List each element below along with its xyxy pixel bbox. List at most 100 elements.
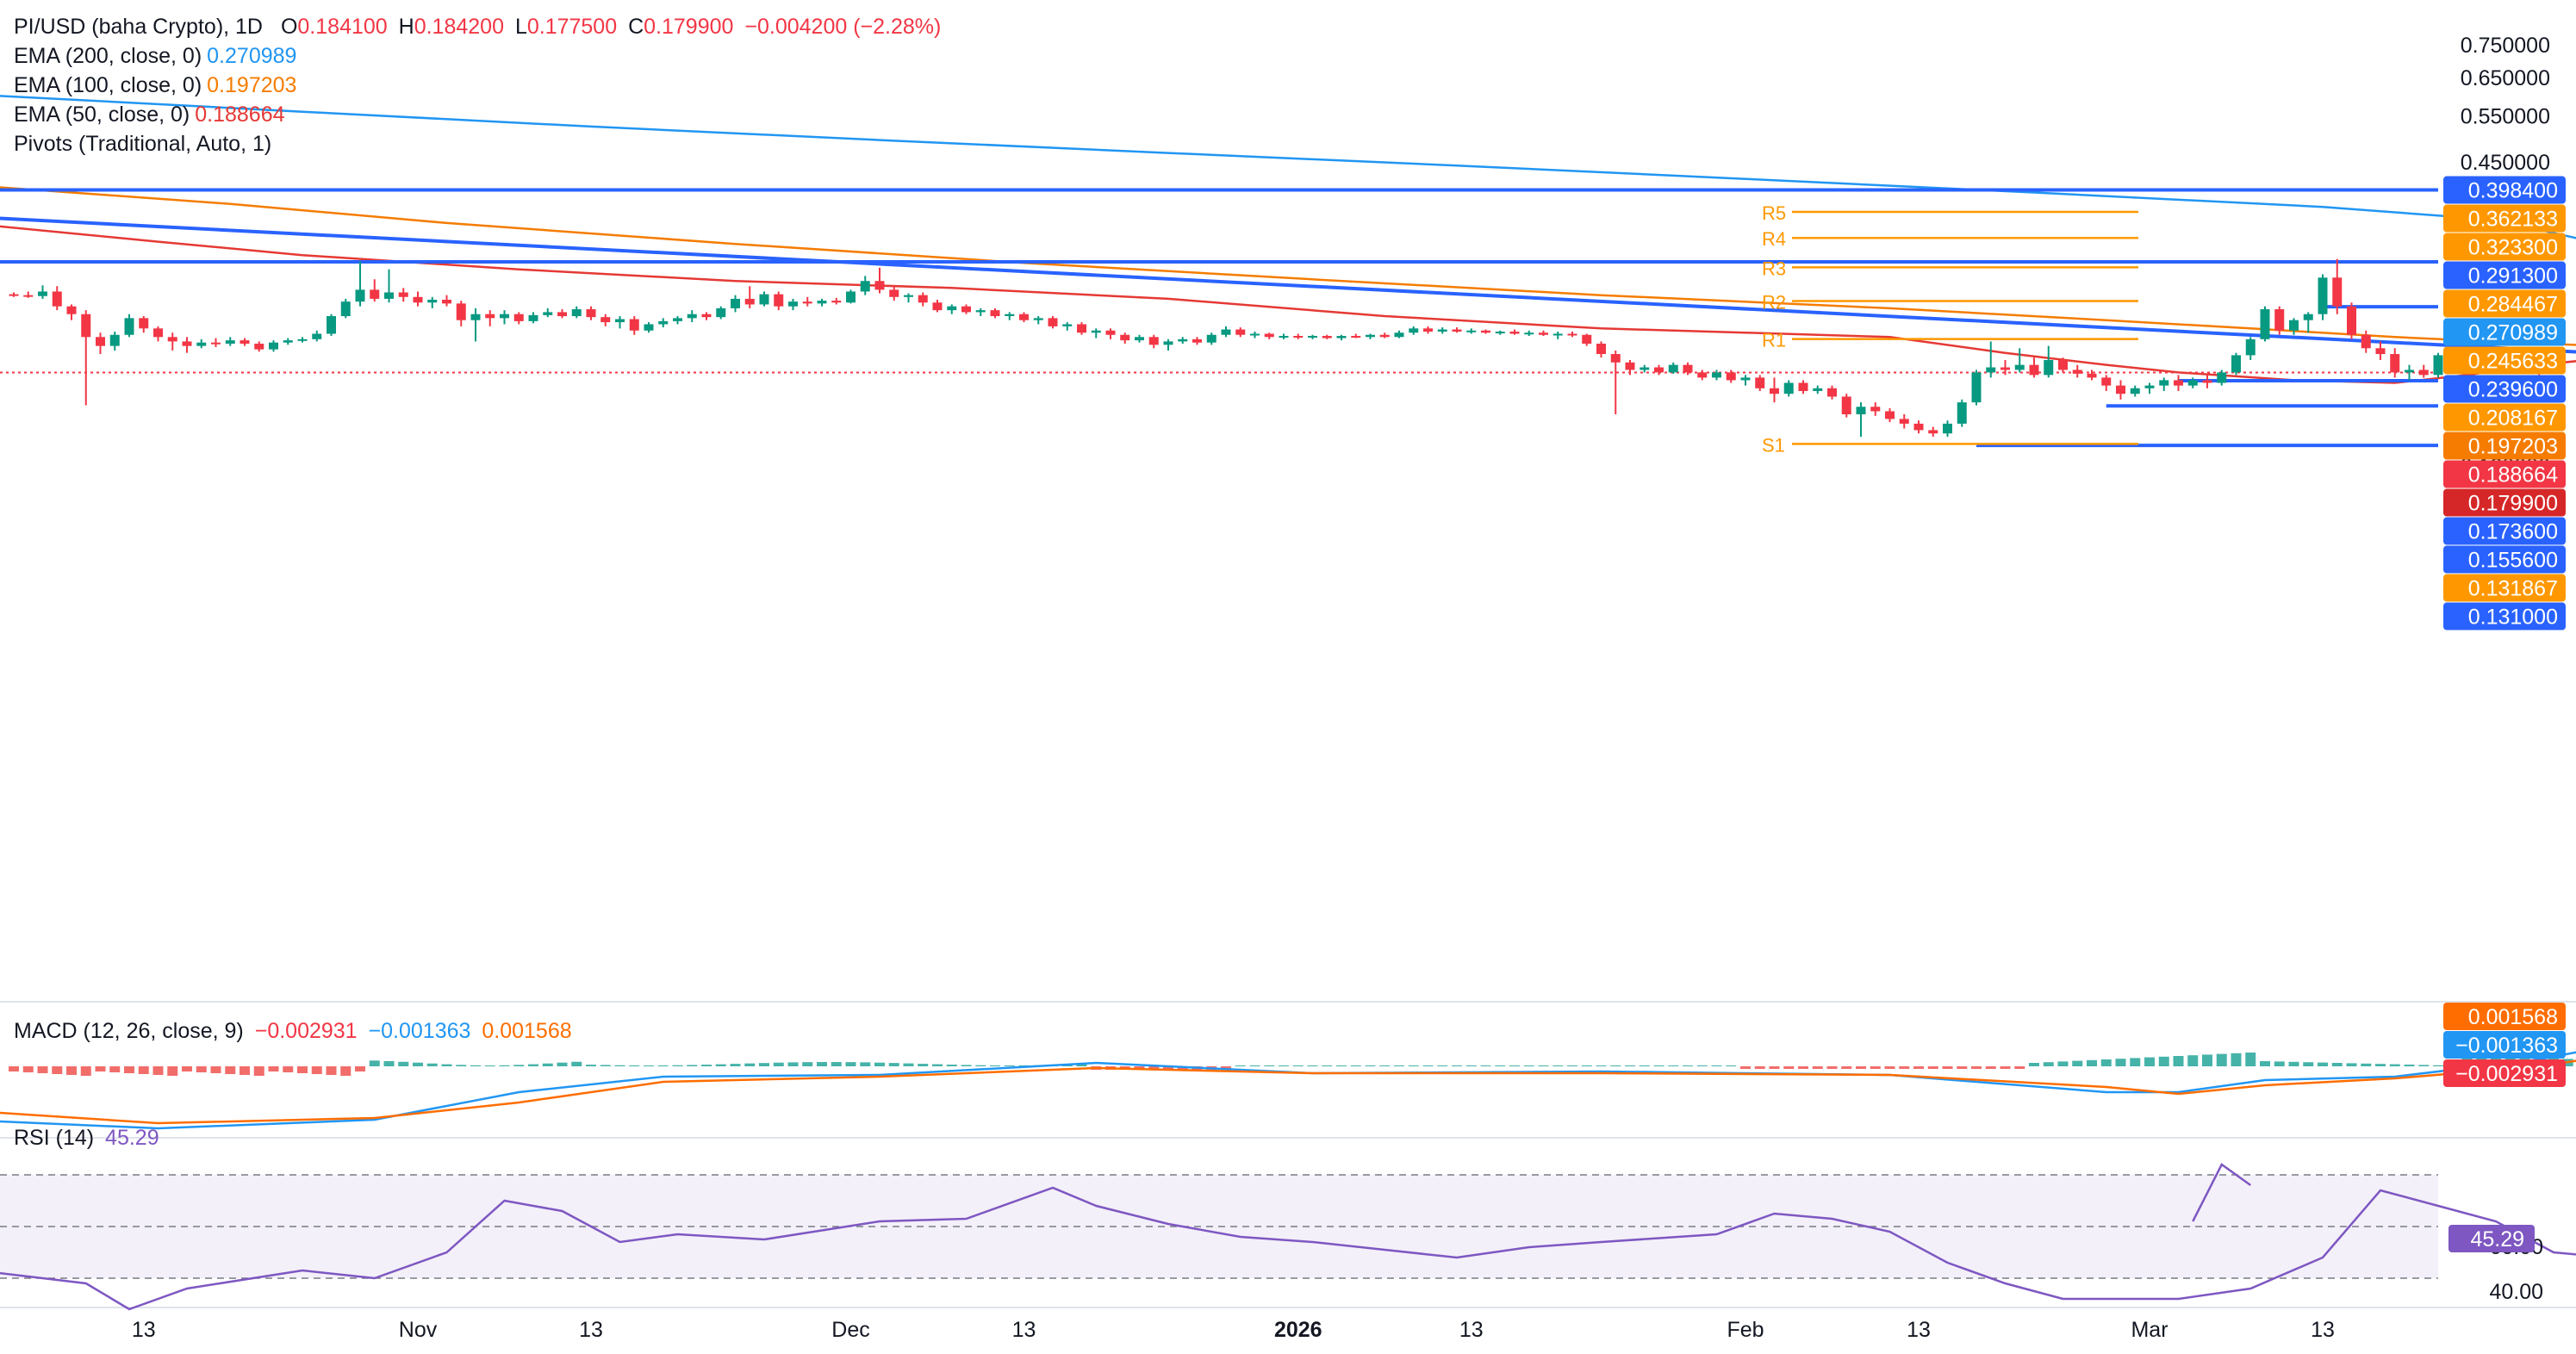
candle-body [1913, 423, 1924, 431]
macd-histogram-bar [903, 1063, 914, 1066]
price-axis-label: 0.239600 [2468, 378, 2558, 402]
macd-axis-label-bg [2443, 1003, 2566, 1030]
candle-body [2375, 348, 2386, 355]
macd-histogram-bar [426, 1063, 438, 1066]
candle-body [1235, 329, 1246, 335]
candle-body [9, 294, 19, 296]
candle-body [658, 320, 669, 325]
legend-macd[interactable]: MACD (12, 26, close, 9) −0.002931 −0.001… [14, 1016, 577, 1046]
legend-rsi[interactable]: RSI (14) 45.29 [14, 1123, 165, 1152]
macd-histogram-bar [1625, 1065, 1635, 1066]
macd-histogram-bar [340, 1066, 352, 1076]
macd-histogram-bar [1004, 1065, 1015, 1066]
candle-body [1870, 407, 1881, 412]
candle-body [2274, 309, 2285, 331]
macd-histogram-bar [1523, 1065, 1534, 1066]
candle-body [2418, 370, 2429, 376]
macd-histogram-bar [196, 1066, 207, 1072]
candle-body [2101, 377, 2112, 386]
macd-histogram-bar [1552, 1065, 1564, 1066]
macd-histogram-bar [124, 1066, 134, 1073]
candle-body [1120, 334, 1130, 341]
price-axis-label: 0.291300 [2468, 264, 2558, 289]
candle-body [196, 342, 207, 346]
candle-body [2058, 359, 2068, 370]
candle-body [1206, 334, 1216, 343]
macd-histogram-bar [1653, 1065, 1664, 1066]
macd-histogram-bar [9, 1066, 19, 1071]
macd-histogram-bar [874, 1062, 885, 1066]
legend-ema200[interactable]: EMA (200, close, 0) 0.270989 [14, 41, 302, 71]
macd-histogram-bar [701, 1065, 712, 1066]
macd-histogram-bar [297, 1066, 308, 1073]
macd-histogram-bar [1581, 1065, 1592, 1066]
x-tick-label: 2026 [1274, 1318, 1322, 1342]
candle-body [1755, 377, 1765, 388]
price-axis-label: 0.155600 [2468, 549, 2558, 573]
legend-pivots[interactable]: Pivots (Traditional, Auto, 1) [14, 129, 277, 158]
macd-histogram-bar [831, 1062, 842, 1066]
macd-axis-label: 0.001568 [2468, 1005, 2558, 1029]
candle-body [1770, 388, 1779, 394]
macd-signal-value: 0.001568 [482, 1019, 572, 1043]
candle-body [1640, 367, 1650, 370]
price-axis-label: 0.208167 [2468, 407, 2558, 431]
rsi-axis-label: 45.29 [2470, 1227, 2524, 1252]
x-tick-label: 13 [579, 1318, 603, 1342]
macd-histogram-bar [1927, 1066, 1938, 1069]
candle-body [66, 306, 77, 314]
macd-histogram-bar [644, 1065, 654, 1066]
macd-histogram-bar [2375, 1064, 2386, 1066]
pivot-label: R1 [1762, 330, 1786, 351]
macd-histogram-bar [2288, 1061, 2299, 1066]
candle-body [1567, 333, 1577, 336]
price-axis-label-bg [2443, 460, 2566, 488]
macd-histogram-bar [600, 1065, 611, 1066]
candle-body [254, 344, 264, 350]
candle-body [2072, 370, 2082, 374]
price-axis-label-bg [2443, 176, 2566, 204]
candle-body [1524, 332, 1534, 335]
pivot-label: R4 [1762, 228, 1786, 250]
legend-ema50[interactable]: EMA (50, close, 0) 0.188664 [14, 100, 290, 129]
macd-histogram-bar [1899, 1066, 1910, 1069]
candle-body [485, 314, 495, 319]
candle-body [1697, 372, 1708, 378]
candle-body [1971, 372, 1982, 403]
candle-body [2174, 380, 2183, 386]
macd-histogram-bar [2346, 1063, 2357, 1066]
candle-body [427, 300, 438, 303]
candle-body [81, 314, 91, 338]
candle-body [1654, 367, 1664, 373]
candle-body [1322, 336, 1332, 338]
price-axis-label: 0.197203 [2468, 435, 2558, 459]
rsi-tick-label: 40.00 [2489, 1280, 2543, 1304]
candle-body [961, 306, 971, 313]
candle-body [1135, 337, 1144, 341]
legend-ema100[interactable]: EMA (100, close, 0) 0.197203 [14, 71, 302, 100]
candle-body [1437, 329, 1447, 332]
macd-histogram-bar [2433, 1065, 2443, 1066]
candle-body [1466, 330, 1477, 332]
price-axis-label-bg [2443, 574, 2566, 602]
price-axis-label-bg [2443, 517, 2566, 545]
candle-body [1783, 382, 1794, 394]
macd-histogram-bar [1292, 1065, 1304, 1066]
macd-histogram-bar [1422, 1065, 1434, 1066]
macd-histogram-bar [1711, 1065, 1722, 1066]
candle-body [1495, 332, 1505, 334]
macd-histogram-bar [2029, 1063, 2039, 1066]
candle-body [1178, 338, 1188, 342]
macd-histogram-bar [1076, 1064, 1087, 1066]
candle-body [109, 334, 120, 346]
candle-body [543, 312, 553, 315]
candle-body [716, 307, 726, 318]
candle-body [528, 314, 538, 321]
candle-body [1048, 318, 1058, 326]
x-tick-label: Dec [831, 1318, 869, 1342]
rsi-value: 45.29 [105, 1126, 159, 1150]
macd-histogram-bar [240, 1066, 250, 1075]
macd-histogram-bar [744, 1063, 756, 1066]
x-tick-label: Nov [399, 1318, 438, 1342]
